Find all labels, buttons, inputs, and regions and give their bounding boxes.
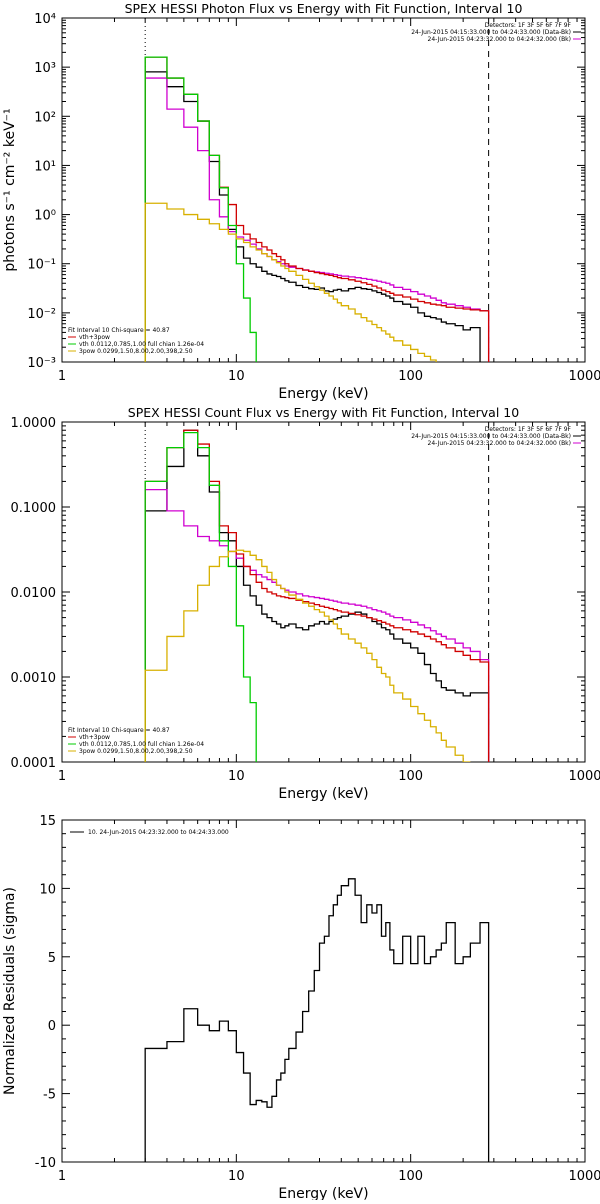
panel-1: SPEX HESSI Photon Flux vs Energy with Fi… — [2, 1, 600, 402]
y-tick-label: 10⁻¹ — [27, 258, 56, 273]
legend-entry: 3pow 0.0299,1.50,8.00,2.00,398,2.50 — [79, 748, 193, 755]
legend-entry: vth 0.0112,0.785,1.00 full chian 1.26e-0… — [79, 741, 204, 748]
y-tick-label: 10⁴ — [34, 12, 56, 27]
series-3pow — [145, 550, 470, 762]
y-tick-label: 5 — [48, 951, 56, 966]
legend-entry: Fit Interval 10 Chi-square = 40.87 — [68, 327, 170, 334]
x-tick-label: 1000 — [568, 1169, 600, 1184]
y-tick-label: 0.0100 — [11, 586, 57, 601]
x-tick-label: 10 — [228, 769, 245, 784]
legend-entry: vth+3pow — [79, 334, 110, 341]
legend-entry: vth 0.0112,0.785,1.00 full chian 1.26e-0… — [79, 341, 204, 348]
x-axis-label: Energy (keV) — [278, 386, 368, 402]
series-vth-3pow — [145, 57, 488, 362]
y-tick-label: 10 — [39, 882, 56, 897]
y-tick-label: 10⁻² — [27, 307, 56, 322]
x-tick-label: 1 — [58, 1169, 66, 1184]
y-tick-label: 15 — [39, 814, 56, 829]
plot-frame — [62, 18, 585, 362]
plot-frame — [62, 422, 585, 762]
legend-entry: Fit Interval 10 Chi-square = 40.87 — [68, 727, 170, 734]
y-tick-label: 10³ — [34, 61, 56, 76]
y-tick-label: 10⁰ — [34, 209, 56, 224]
series-group — [145, 430, 488, 787]
y-tick-label: 0.1000 — [11, 501, 57, 516]
y-tick-label: 0.0001 — [11, 756, 57, 771]
y-tick-label: 0.0010 — [11, 671, 57, 686]
series-vth-3pow — [145, 430, 488, 762]
series-data-bk — [145, 72, 480, 362]
series-10-24-jun-2015-04-23-32-000-to-04-24-33-000 — [145, 879, 488, 1162]
series-bk — [145, 490, 488, 762]
legend-entry: 24-Jun-2015 04:23:32.000 to 04:24:32.000… — [428, 36, 571, 43]
y-tick-label: 10¹ — [34, 159, 56, 174]
legend-entry: 24-Jun-2015 04:15:33.000 to 04:24:33.000… — [411, 29, 571, 36]
y-tick-label: 1.0000 — [11, 416, 57, 431]
series-group — [145, 879, 488, 1162]
x-tick-label: 1000 — [568, 369, 600, 384]
chart-title: SPEX HESSI Photon Flux vs Energy with Fi… — [125, 1, 523, 16]
x-tick-label: 1000 — [568, 769, 600, 784]
x-axis-label: Energy (keV) — [278, 1186, 368, 1200]
x-tick-label: 10 — [228, 369, 245, 384]
y-tick-label: 10⁻³ — [27, 356, 56, 371]
plot-frame — [62, 820, 585, 1162]
legend-entry: vth+3pow — [79, 734, 110, 741]
x-tick-label: 10 — [228, 1169, 245, 1184]
legend-entry: Detectors: 1F 3F 5F 6F 7F 9F — [485, 426, 572, 433]
legend-entry: 10. 24-Jun-2015 04:23:32.000 to 04:24:33… — [88, 829, 229, 836]
legend-entry: 24-Jun-2015 04:23:32.000 to 04:24:32.000… — [428, 440, 571, 447]
legend-entry: 24-Jun-2015 04:15:33.000 to 04:24:33.000… — [411, 433, 571, 440]
chart-title: SPEX HESSI Count Flux vs Energy with Fit… — [128, 405, 519, 420]
series-data-bk — [145, 430, 488, 762]
y-tick-label: 10² — [34, 110, 56, 125]
y-tick-label: -5 — [43, 1088, 56, 1103]
y-tick-label: 0 — [48, 1019, 56, 1034]
y-axis-label: photons s⁻¹ cm⁻² keV⁻¹ — [2, 108, 18, 271]
y-tick-label: -10 — [35, 1156, 56, 1171]
x-tick-label: 1 — [58, 769, 66, 784]
x-tick-label: 100 — [398, 769, 423, 784]
x-tick-label: 100 — [398, 369, 423, 384]
panel-2: SPEX HESSI Count Flux vs Energy with Fit… — [11, 405, 600, 802]
x-tick-label: 100 — [398, 1169, 423, 1184]
series-3pow — [145, 203, 441, 363]
series-group — [145, 57, 488, 377]
y-axis-label: Normalized Residuals (sigma) — [2, 887, 18, 1095]
panel-3: 1 10 100 1000 Energy (keV) -10 -5 0 5 10 15 Normali… — [2, 814, 600, 1200]
legend-entry: 3pow 0.0299,1.50,8.00,2.00,398,2.50 — [79, 348, 193, 355]
x-axis-label: Energy (keV) — [278, 786, 368, 802]
legend-entry: Detectors: 1F 3F 5F 6F 7F 9F — [485, 22, 572, 29]
x-tick-label: 1 — [58, 369, 66, 384]
series-vth — [145, 433, 262, 788]
